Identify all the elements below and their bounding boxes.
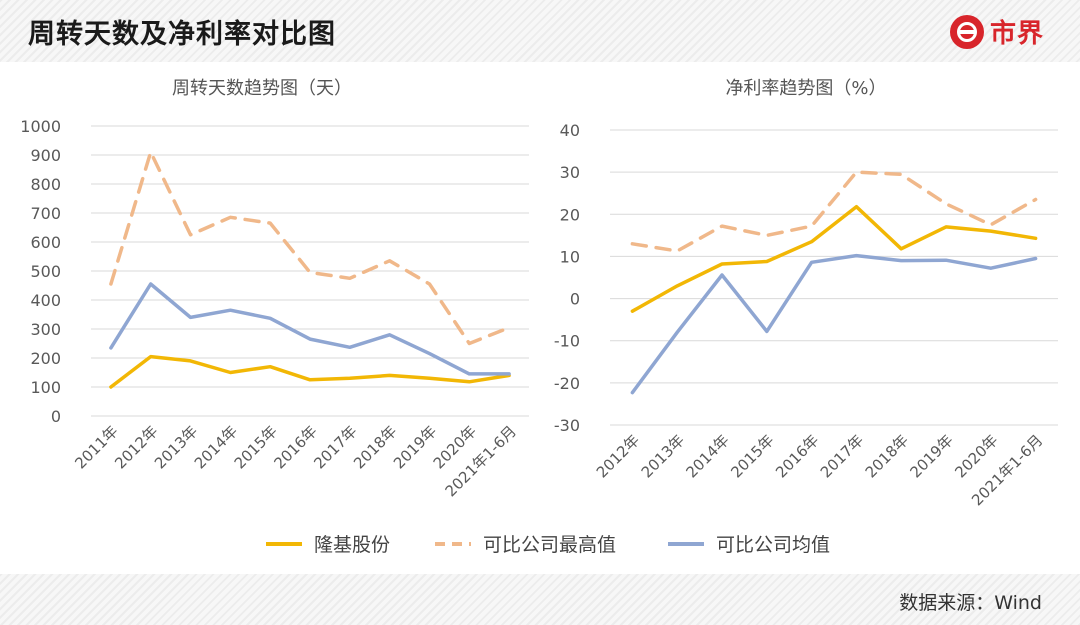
- brand-logo: 市界: [949, 13, 1044, 50]
- x-tick-label: 2019年: [390, 422, 440, 472]
- x-tick-label: 2015年: [727, 431, 777, 481]
- legend-swatch-peer-avg: [668, 541, 704, 546]
- legend-item-peer-avg: 可比公司均值: [668, 530, 830, 557]
- legend-item-peer-max: 可比公司最高值: [435, 530, 616, 557]
- chart-title: 周转天数趋势图（天）: [172, 78, 352, 99]
- y-tick-label: 400: [30, 291, 61, 310]
- chart-title: 净利率趋势图（%）: [725, 78, 886, 99]
- y-tick-label: 30: [560, 163, 580, 182]
- x-tick-label: 2016年: [772, 431, 822, 481]
- y-tick-label: 800: [30, 175, 61, 194]
- x-tick-label: 2015年: [231, 422, 281, 472]
- x-tick-label: 2017年: [310, 422, 360, 472]
- brand-name: 市界: [989, 19, 1044, 49]
- y-tick-label: 600: [30, 233, 61, 252]
- y-tick-label: -20: [554, 374, 580, 393]
- series-line-peer-avg: [109, 282, 511, 376]
- series-line-longi: [109, 354, 511, 389]
- x-tick-label: 2011年: [71, 422, 121, 472]
- y-tick-label: 700: [30, 204, 61, 223]
- y-tick-label: -10: [554, 332, 580, 351]
- net-margin-chart: 净利率趋势图（%）-30-20-100102030402012年2013年201…: [554, 78, 1058, 509]
- x-tick-label: 2013年: [151, 422, 201, 472]
- x-tick-label: 2016年: [270, 422, 320, 472]
- turnover-days-chart: 周转天数趋势图（天） 0 100 200 300 400 500 600 700 800 900 10…: [20, 78, 529, 500]
- y-tick-label: 20: [560, 205, 580, 224]
- legend-swatch-peer-max: [435, 541, 471, 546]
- page-title: 周转天数及净利率对比图: [28, 19, 336, 50]
- legend-label-peer-max: 可比公司最高值: [483, 534, 617, 556]
- series-line-peer-max: [630, 170, 1038, 253]
- y-tick-label: 200: [30, 349, 61, 368]
- legend-label-peer-avg: 可比公司均值: [716, 534, 831, 556]
- legend-item-longi: 隆基股份: [266, 530, 390, 557]
- y-tick-label: -30: [554, 416, 580, 435]
- series-line-peer-max: [109, 150, 511, 346]
- legend: 隆基股份 可比公司最高值 可比公司均值: [0, 530, 1080, 560]
- legend-swatch-longi: [266, 541, 302, 546]
- header-banner: 周转天数及净利率对比图 市界: [0, 0, 1080, 62]
- y-tick-label: 500: [30, 262, 61, 281]
- y-tick-label: 100: [30, 378, 61, 397]
- series-line-longi: [630, 204, 1038, 313]
- x-tick-label: 2012年: [593, 431, 643, 481]
- y-tick-label: 1000: [20, 117, 61, 136]
- x-tick-label: 2014年: [191, 422, 241, 472]
- y-tick-label: 10: [560, 247, 580, 266]
- y-tick-label: 900: [30, 146, 61, 165]
- data-source: 数据来源：Wind: [899, 592, 1042, 614]
- x-tick-label: 2014年: [682, 431, 732, 481]
- x-tick-label: 2018年: [350, 422, 400, 472]
- x-tick-label: 2012年: [111, 422, 161, 472]
- legend-label-longi: 隆基股份: [314, 534, 391, 556]
- y-tick-label: 0: [51, 407, 61, 426]
- y-tick-label: 300: [30, 320, 61, 339]
- brand-logo-icon: [949, 14, 984, 49]
- x-tick-label: 2019年: [906, 431, 956, 481]
- y-tick-label: 0: [570, 290, 580, 309]
- footer-banner: 数据来源：Wind: [0, 574, 1080, 625]
- x-tick-label: 2017年: [817, 431, 867, 481]
- series-line-peer-avg: [630, 253, 1038, 395]
- y-tick-label: 40: [560, 121, 580, 140]
- x-tick-label: 2018年: [862, 431, 912, 481]
- charts-canvas: 周转天数趋势图（天）010020030040050060070080090010…: [20, 78, 1058, 509]
- x-tick-label: 2013年: [638, 431, 688, 481]
